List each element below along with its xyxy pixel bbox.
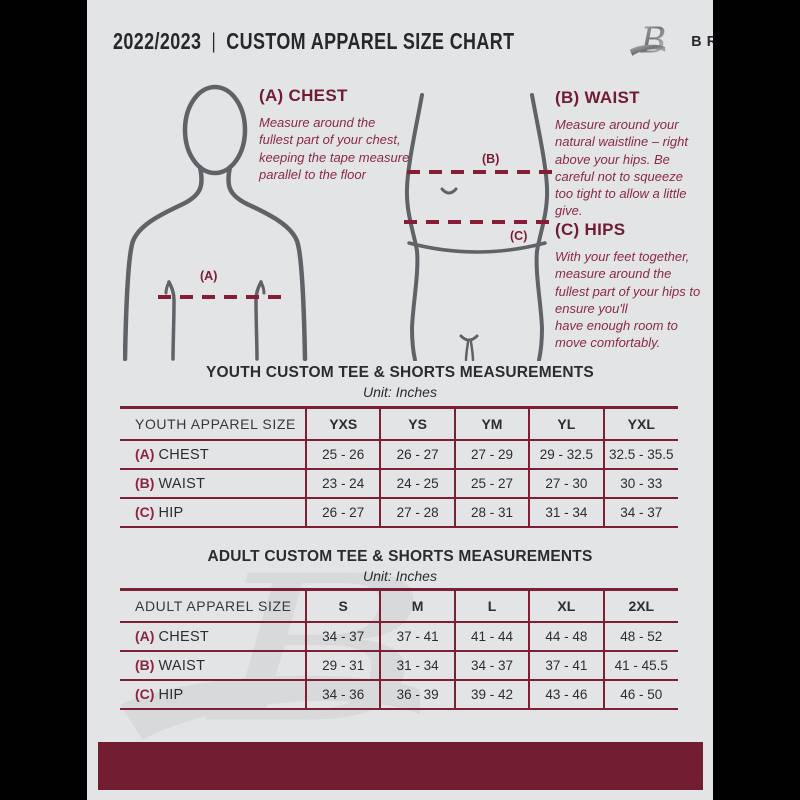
row-label: CHEST <box>158 446 210 463</box>
youth-waist-row: (B) WAIST 23 - 24 24 - 25 25 - 27 27 - 30… <box>120 468 678 498</box>
row-label: HIP <box>158 504 184 521</box>
cell: 31 - 34 <box>528 497 604 527</box>
chest-marker-label: (A) <box>200 269 217 283</box>
youth-size-yxs: YXS <box>304 407 381 440</box>
cell: 27 - 29 <box>453 439 530 469</box>
cell: 25 - 27 <box>453 468 530 498</box>
cell: 44 - 48 <box>528 621 604 651</box>
chest-body-text: Measure around the fullest part of your … <box>259 115 410 182</box>
cell: 41 - 44 <box>453 621 530 651</box>
waist-heading: (B) WAIST <box>555 88 640 107</box>
title-divider: | <box>211 29 217 53</box>
cell: 46 - 50 <box>602 679 678 709</box>
adult-size-l: L <box>453 589 530 622</box>
row-label: CHEST <box>158 628 210 645</box>
cell: 29 - 32.5 <box>528 439 604 469</box>
adult-size-table: ADULT APPAREL SIZE S M L XL 2XL (A) CHEST… <box>120 588 678 710</box>
cell: 34 - 36 <box>304 679 381 709</box>
chest-heading: (A) CHEST <box>259 86 348 105</box>
youth-header-row: YOUTH APPAREL SIZE YXS YS YM YL YXL <box>120 407 678 440</box>
cell: 25 - 26 <box>304 439 381 469</box>
waist-body-text: Measure around your natural waistline – … <box>555 117 688 219</box>
row-key: (A) <box>135 627 155 644</box>
youth-size-table: YOUTH APPAREL SIZE YXS YS YM YL YXL (A) C… <box>120 406 678 528</box>
adult-size-2xl: 2XL <box>602 589 678 622</box>
cell: 28 - 31 <box>453 497 530 527</box>
hips-instructions: (C) HIPS With your feet together, measur… <box>555 220 705 352</box>
title-text: CUSTOM APPAREL SIZE CHART <box>226 27 515 54</box>
adult-header-row: ADULT APPAREL SIZE S M L XL 2XL <box>120 589 678 622</box>
cell: 26 - 27 <box>304 497 381 527</box>
page-title: 2022/2023 | CUSTOM APPAREL SIZE CHART <box>113 28 514 55</box>
row-key: (A) <box>135 445 155 462</box>
document-header: 2022/2023 | CUSTOM APPAREL SIZE CHART B … <box>113 18 713 64</box>
cell: 26 - 27 <box>379 439 455 469</box>
adult-chest-row: (A) CHEST 34 - 37 37 - 41 41 - 44 44 - 48… <box>120 621 678 651</box>
row-label: HIP <box>158 686 184 703</box>
cell: 32.5 - 35.5 <box>602 439 678 469</box>
row-label: WAIST <box>158 657 206 674</box>
cell: 31 - 34 <box>379 650 455 680</box>
waist-instructions: (B) WAIST Measure around your natural wa… <box>555 88 697 220</box>
hips-body-text: With your feet together, measure around … <box>555 249 701 351</box>
breakaway-logo-icon: B <box>629 21 666 62</box>
size-chart-page: B 2022/2023 | CUSTOM APPAREL SIZE CHART … <box>87 0 713 800</box>
row-key: (B) <box>135 474 155 491</box>
hip-marker-label: (C) <box>510 229 527 243</box>
cell: 29 - 31 <box>304 650 381 680</box>
svg-text:B: B <box>639 21 666 62</box>
footer-bar <box>98 742 703 790</box>
waist-marker-label: (B) <box>482 152 499 166</box>
cell: 27 - 30 <box>528 468 604 498</box>
hips-figure-icon: (B) (C) <box>404 93 555 361</box>
youth-table-unit: Unit: Inches <box>363 384 437 400</box>
cell: 23 - 24 <box>304 468 381 498</box>
cell: 30 - 33 <box>602 468 678 498</box>
cell: 43 - 46 <box>528 679 604 709</box>
torso-figure-icon: (A) <box>123 84 308 361</box>
adult-waist-row: (B) WAIST 29 - 31 31 - 34 34 - 37 37 - 41… <box>120 650 678 680</box>
row-key: (B) <box>135 656 155 673</box>
cell: 34 - 37 <box>304 621 381 651</box>
season-label: 2022/2023 <box>113 27 202 54</box>
cell: 36 - 39 <box>379 679 455 709</box>
cell: 34 - 37 <box>453 650 530 680</box>
row-key: (C) <box>135 503 155 520</box>
youth-table-title: YOUTH CUSTOM TEE & SHORTS MEASUREMENTS <box>206 364 594 381</box>
youth-size-ym: YM <box>453 407 530 440</box>
cell: 48 - 52 <box>602 621 678 651</box>
adult-size-s: S <box>304 589 381 622</box>
youth-size-ys: YS <box>379 407 455 440</box>
youth-hip-row: (C) HIP 26 - 27 27 - 28 28 - 31 31 - 34 3… <box>120 497 678 527</box>
adult-table-unit: Unit: Inches <box>363 568 437 584</box>
hips-heading: (C) HIPS <box>555 220 626 239</box>
cell: 27 - 28 <box>379 497 455 527</box>
row-key: (C) <box>135 685 155 702</box>
youth-size-yxl: YXL <box>602 407 678 440</box>
brand-name: BREAKAWAY <box>690 32 713 50</box>
cell: 41 - 45.5 <box>602 650 678 680</box>
brand-group: B BREAKAWAY <box>628 20 713 62</box>
cell: 37 - 41 <box>528 650 604 680</box>
cell: 24 - 25 <box>379 468 455 498</box>
youth-size-header: YOUTH APPAREL SIZE <box>135 415 296 432</box>
youth-size-yl: YL <box>528 407 604 440</box>
adult-table-title: ADULT CUSTOM TEE & SHORTS MEASUREMENTS <box>207 548 593 565</box>
cell: 34 - 37 <box>602 497 678 527</box>
adult-size-m: M <box>379 589 455 622</box>
row-label: WAIST <box>158 475 206 492</box>
measurement-guide: (A) (B) (C) (A) CHEST Measure around the… <box>87 78 713 363</box>
youth-chest-row: (A) CHEST 25 - 26 26 - 27 27 - 29 29 - 32… <box>120 439 678 469</box>
adult-hip-row: (C) HIP 34 - 36 36 - 39 39 - 42 43 - 46 4… <box>120 679 678 709</box>
adult-size-xl: XL <box>528 589 604 622</box>
chest-instructions: (A) CHEST Measure around the fullest par… <box>259 86 411 183</box>
adult-size-header: ADULT APPAREL SIZE <box>135 597 292 614</box>
cell: 39 - 42 <box>453 679 530 709</box>
cell: 37 - 41 <box>379 621 455 651</box>
